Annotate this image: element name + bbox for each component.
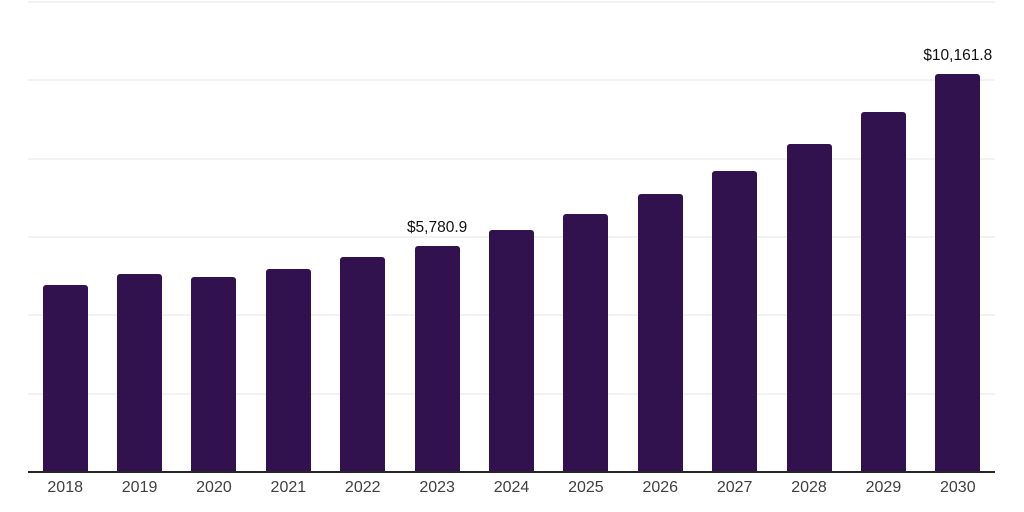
x-axis-line [28,471,995,473]
x-tick-label-2030: 2030 [940,479,976,496]
bar-2026[interactable] [637,193,683,472]
x-tick-label-2028: 2028 [791,479,827,496]
data-label-2030: $10,161.8 [923,47,993,64]
x-tick-label-2029: 2029 [865,479,902,496]
gridline-8000 [28,157,995,160]
bar-chart: $5,780.9 $10,161.8 2018 2019 2020 2021 2022 20… [28,1,995,505]
x-axis-labels: 2018 2019 2020 2021 2022 2023 2024 2025 2026 2027… [28,479,995,505]
data-label-2023: $5,780.9 [406,218,468,236]
bar-2020[interactable] [191,276,237,472]
bar-2022[interactable] [340,257,386,472]
x-tick-label-2018: 2018 [47,479,83,496]
bar-2030[interactable] [935,74,981,472]
x-tick-label-2025: 2025 [568,479,604,496]
x-tick-label-2024: 2024 [493,479,530,496]
x-tick-label-2026: 2026 [642,479,679,496]
plot-area: $5,780.9 $10,161.8 [28,1,995,473]
bar-2028[interactable] [786,143,832,472]
bar-2023[interactable] [414,245,460,472]
x-tick-label-2021: 2021 [270,479,307,496]
bar-2027[interactable] [712,170,758,472]
bar-2021[interactable] [265,269,311,472]
bar-2019[interactable] [117,273,163,472]
x-tick-label-2019: 2019 [121,479,158,496]
bar-2029[interactable] [860,112,906,472]
x-tick-label-2027: 2027 [716,479,753,496]
bar-2018[interactable] [42,285,88,472]
bar-2025[interactable] [563,213,609,472]
x-tick-label-2020: 2020 [196,479,232,496]
x-tick-label-2023: 2023 [419,479,455,496]
bar-2024[interactable] [489,230,534,472]
gridline-12000 [28,1,995,3]
x-tick-label-2022: 2022 [344,479,381,496]
gridline-10000 [28,79,995,82]
